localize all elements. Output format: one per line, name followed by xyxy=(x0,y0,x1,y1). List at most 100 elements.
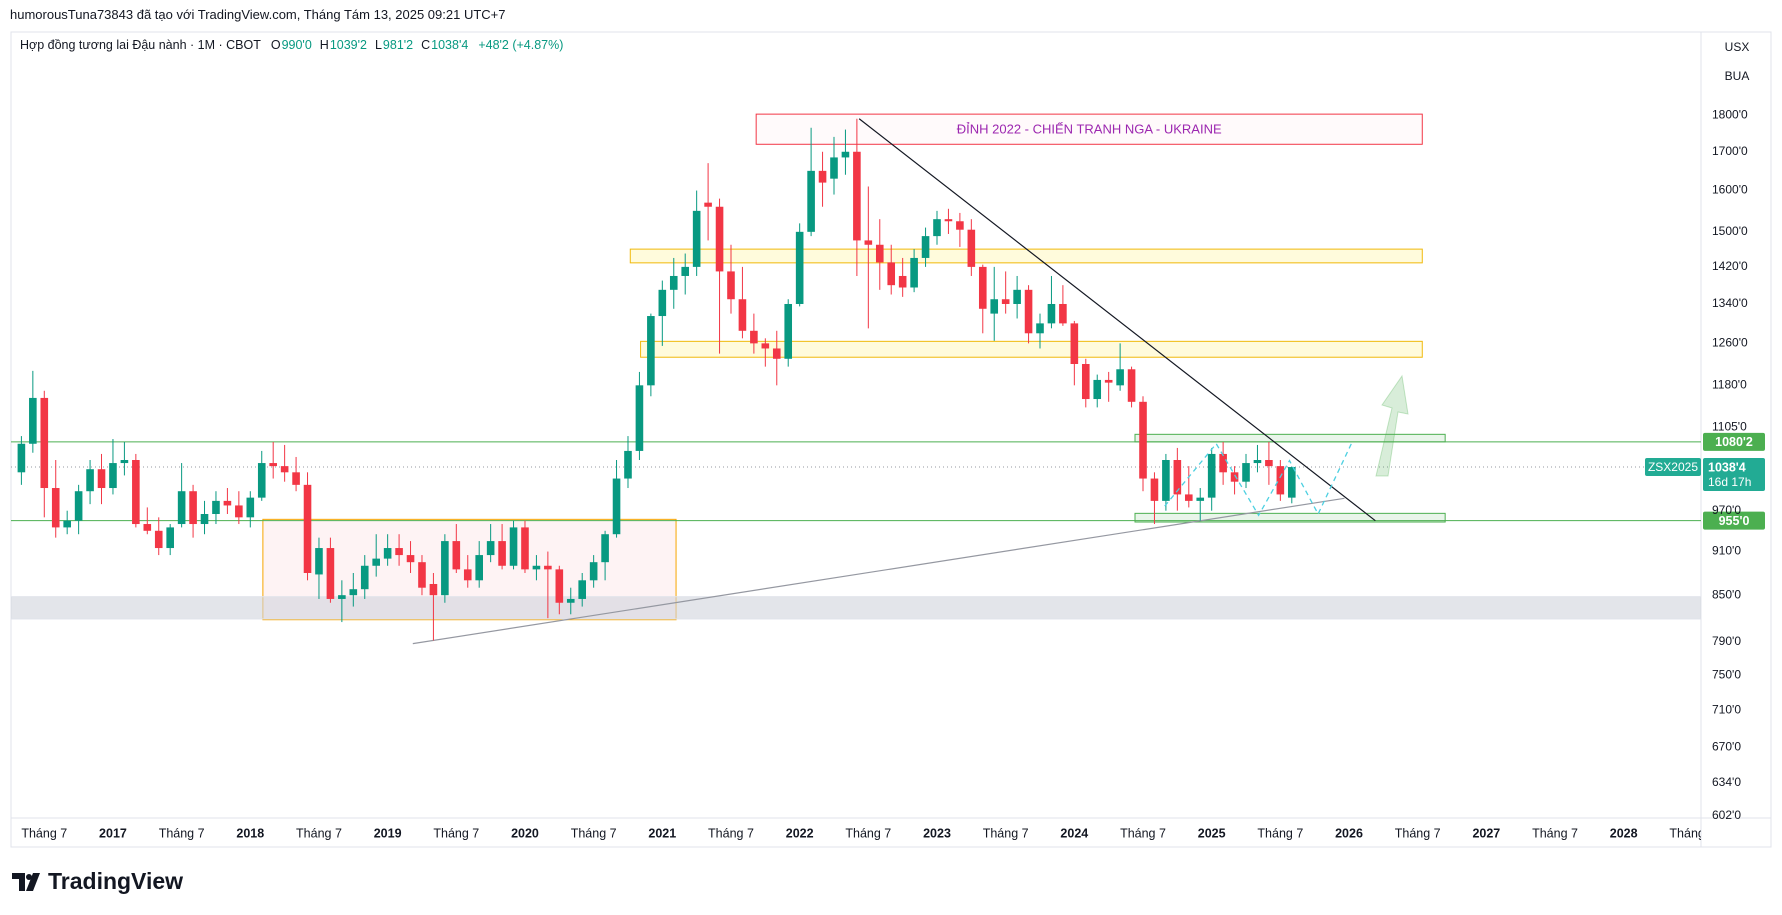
candle-body xyxy=(1230,472,1239,482)
legend-field: C1038'4 xyxy=(421,38,468,52)
candle-body xyxy=(635,385,644,451)
level-price-box xyxy=(1703,511,1765,530)
zone xyxy=(11,596,1701,620)
candle-body xyxy=(1139,401,1147,479)
candle-body xyxy=(452,541,461,570)
candle-body xyxy=(223,500,232,506)
candle-body xyxy=(1207,453,1216,498)
watermark: humorousTuna73843 đã tạo với TradingView… xyxy=(10,7,506,22)
zone xyxy=(1134,512,1446,523)
candle-body xyxy=(509,527,518,566)
candle-body xyxy=(63,520,71,528)
candle-body xyxy=(1070,323,1079,365)
price-axis: 1080'2 955'0 602'0 634'0 670'0 710'0 750'0 790'… xyxy=(1645,107,1765,822)
candle-body xyxy=(1024,289,1033,334)
legend-value: 1038'4 xyxy=(431,38,469,52)
x-tick-label: 2018 xyxy=(236,826,264,840)
y-tick-label: 602'0 xyxy=(1712,808,1741,822)
time-axis: Tháng 7 2017 Tháng 7 2018 Tháng 7 2019 Tháng 7… xyxy=(21,826,1701,840)
candle-body xyxy=(303,484,312,573)
candle-body xyxy=(292,472,300,485)
candle-body xyxy=(269,463,277,467)
level-price-box xyxy=(1703,432,1765,451)
x-tick-label: 2028 xyxy=(1610,826,1638,840)
x-tick-label: 2027 xyxy=(1472,826,1500,840)
candle-body xyxy=(589,562,598,581)
x-tick-label: Tháng 7 xyxy=(983,826,1029,840)
y-tick-label: 710'0 xyxy=(1712,702,1741,716)
trend-line xyxy=(412,497,1345,645)
x-tick-label: Tháng 7 xyxy=(1120,826,1166,840)
candle-body xyxy=(1104,379,1113,383)
candle-body xyxy=(978,266,987,309)
y-tick-label: 1340'0 xyxy=(1712,296,1748,310)
chart-frame xyxy=(10,31,1772,848)
candle-body xyxy=(486,541,495,556)
candle-body xyxy=(1150,478,1159,501)
zone-label: ĐỈNH 2022 - CHIẾN TRANH NGA - UKRAINE xyxy=(957,122,1222,137)
candle-body xyxy=(51,488,60,528)
candle-body xyxy=(887,262,896,286)
x-tick-label: 2019 xyxy=(374,826,402,840)
brand: TradingView xyxy=(12,868,183,895)
candle-body xyxy=(1116,369,1124,386)
plot-area: ĐỈNH 2022 - CHIẾN TRANH NGA - UKRAINE xyxy=(11,113,1701,645)
symbol-box xyxy=(1645,458,1701,477)
x-tick-label: 2025 xyxy=(1198,826,1226,840)
candle-body xyxy=(864,240,873,245)
level-price-label: 955'0 xyxy=(1719,514,1750,528)
candle-body xyxy=(1184,494,1193,501)
candle-body xyxy=(566,598,575,603)
x-tick-label: 2017 xyxy=(99,826,127,840)
candle-body xyxy=(74,491,83,521)
candle-body xyxy=(898,275,907,288)
candle-body xyxy=(132,460,140,525)
unit[interactable]: BUA xyxy=(1724,69,1750,83)
candle-body xyxy=(944,219,953,222)
legend-value: 990'0 xyxy=(281,38,312,52)
zone xyxy=(1134,433,1446,443)
x-tick-label: 2020 xyxy=(511,826,539,840)
legend-key: L xyxy=(374,38,382,52)
candle-body xyxy=(875,244,884,263)
candle-body xyxy=(212,500,220,515)
candle-body xyxy=(681,266,690,276)
candle-body xyxy=(1173,460,1182,495)
candle-body xyxy=(818,170,827,183)
legend-key: H xyxy=(319,38,329,52)
y-tick-label: 1500'0 xyxy=(1712,224,1748,238)
candle-body xyxy=(761,343,770,349)
candle-body xyxy=(544,565,552,570)
candle-body xyxy=(315,548,323,575)
brand-logo xyxy=(12,872,40,891)
x-tick-label: Tháng 7 xyxy=(296,826,342,840)
candle-body xyxy=(441,541,449,596)
x-tick-label: Tháng 7 xyxy=(845,826,891,840)
candle-body xyxy=(177,491,186,525)
candle-body xyxy=(1276,466,1285,495)
x-tick-label: Tháng 7 xyxy=(1257,826,1303,840)
candle-body xyxy=(109,463,117,489)
currency[interactable]: USX xyxy=(1724,40,1750,54)
candle-body xyxy=(86,469,94,492)
candle-body xyxy=(521,527,529,570)
candle-body xyxy=(830,157,838,179)
candle-body xyxy=(349,589,358,596)
y-tick-label: 910'0 xyxy=(1712,544,1741,558)
candle-body xyxy=(910,257,918,288)
candle-body xyxy=(784,303,793,359)
x-tick-label: Tháng 7 xyxy=(433,826,479,840)
y-tick-label: 1600'0 xyxy=(1712,183,1748,197)
legend-key: O xyxy=(270,38,281,52)
candle-body xyxy=(967,229,976,267)
candle-body xyxy=(1253,460,1262,464)
candle-body xyxy=(246,497,255,518)
legend-key: C xyxy=(421,38,431,52)
candle-body xyxy=(1127,369,1136,402)
candle-body xyxy=(555,569,564,603)
brand-name: TradingView xyxy=(48,868,184,894)
candle-body xyxy=(772,348,781,359)
legend-field: O990'0 xyxy=(271,38,312,52)
y-tick-label: 1420'0 xyxy=(1712,259,1748,273)
